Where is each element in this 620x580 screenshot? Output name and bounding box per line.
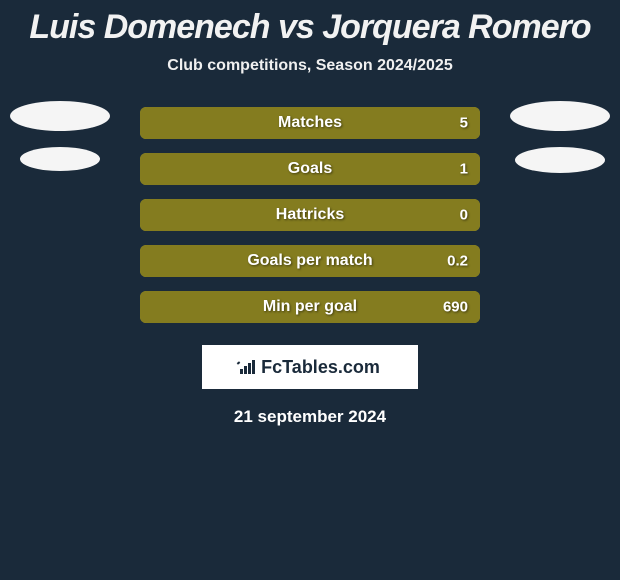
stat-value: 1 (460, 161, 468, 178)
page-title: Luis Domenech vs Jorquera Romero (0, 0, 620, 47)
stat-value: 0 (460, 207, 468, 224)
comparison-infographic: Luis Domenech vs Jorquera Romero Club co… (0, 0, 620, 580)
stat-label: Min per goal (263, 298, 357, 316)
stat-bar-goals: Goals 1 (140, 153, 480, 185)
stat-bar-matches: Matches 5 (140, 107, 480, 139)
stat-bar-goals-per-match: Goals per match 0.2 (140, 245, 480, 277)
subtitle: Club competitions, Season 2024/2025 (0, 57, 620, 75)
bar-chart-icon (240, 360, 255, 374)
player1-avatar (10, 101, 110, 131)
stat-value: 5 (460, 115, 468, 132)
stat-label: Matches (278, 114, 342, 132)
stat-bars: Matches 5 Goals 1 Hattricks 0 Goals per … (140, 107, 480, 323)
stat-value: 690 (443, 299, 468, 316)
stat-value: 0.2 (447, 253, 468, 270)
stat-label: Goals (288, 160, 332, 178)
stat-bar-min-per-goal: Min per goal 690 (140, 291, 480, 323)
stat-label: Hattricks (276, 206, 344, 224)
stat-bar-hattricks: Hattricks 0 (140, 199, 480, 231)
date-text: 21 september 2024 (0, 407, 620, 427)
player2-avatar (510, 101, 610, 131)
stat-label: Goals per match (247, 252, 372, 270)
stats-area: Matches 5 Goals 1 Hattricks 0 Goals per … (0, 107, 620, 323)
player2-club-badge (515, 147, 605, 173)
fctables-logo[interactable]: FcTables.com (202, 345, 418, 389)
player1-club-badge (20, 147, 100, 171)
logo-text: FcTables.com (261, 357, 380, 378)
